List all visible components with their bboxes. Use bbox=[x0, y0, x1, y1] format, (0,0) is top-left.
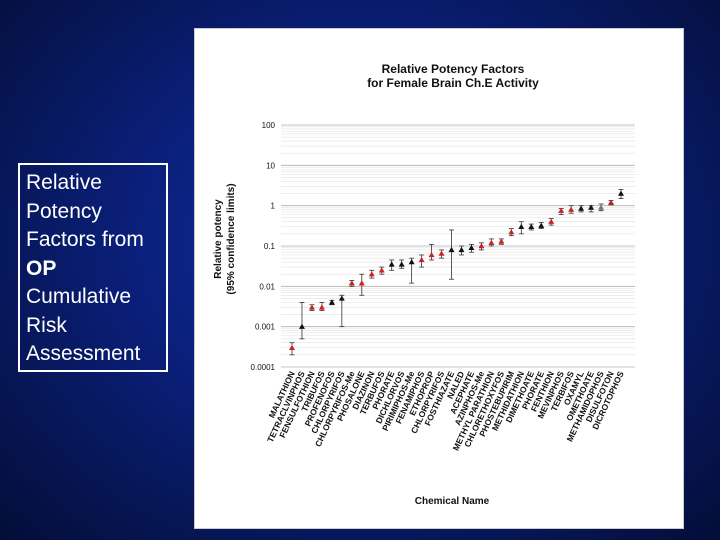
y-tick-label: 10 bbox=[266, 161, 275, 170]
data-point bbox=[418, 254, 425, 268]
point-marker bbox=[289, 344, 295, 350]
chart-subtitle: for Female Brain Ch.E Activity bbox=[367, 76, 539, 90]
y-tick-label: 0.1 bbox=[264, 242, 276, 251]
data-point bbox=[478, 242, 485, 251]
point-marker bbox=[438, 250, 445, 256]
slide-title-box: Relative Potency Factors from OP Cumulat… bbox=[18, 163, 168, 372]
data-point bbox=[348, 280, 355, 287]
grid-lines bbox=[281, 124, 635, 368]
x-category-labels: MALATHIONTETRACLVINPHOSFENSULFOTHIONTRIB… bbox=[265, 369, 626, 452]
data-point bbox=[388, 259, 395, 271]
data-point bbox=[318, 301, 325, 312]
y-tick-label: 0.01 bbox=[259, 282, 275, 291]
data-point bbox=[328, 299, 335, 306]
point-marker bbox=[538, 222, 545, 228]
chart-figure: Relative Potency Factors for Female Brai… bbox=[194, 28, 684, 529]
data-point bbox=[338, 294, 345, 328]
data-point bbox=[618, 189, 624, 199]
chart-title: Relative Potency Factors bbox=[382, 62, 525, 76]
point-marker bbox=[418, 256, 425, 263]
data-point bbox=[298, 301, 305, 340]
data-point bbox=[468, 243, 475, 253]
data-point bbox=[608, 199, 615, 206]
data-point bbox=[528, 223, 535, 231]
point-marker bbox=[588, 204, 595, 210]
data-point bbox=[408, 257, 415, 284]
point-marker bbox=[478, 243, 485, 249]
point-marker bbox=[568, 206, 575, 212]
data-point bbox=[598, 203, 605, 212]
point-marker bbox=[338, 295, 345, 301]
point-marker bbox=[308, 304, 315, 310]
point-marker bbox=[448, 246, 455, 253]
y-tick-label: 1 bbox=[271, 202, 276, 211]
y-tick-label: 0.001 bbox=[255, 323, 276, 332]
point-marker bbox=[408, 259, 415, 265]
data-point bbox=[308, 304, 315, 312]
point-marker bbox=[348, 280, 355, 286]
point-marker bbox=[488, 239, 495, 246]
data-point bbox=[358, 273, 365, 296]
y-tick-labels: 0.0001 0.001 0.01 0.1 1 10 100 bbox=[251, 121, 276, 372]
data-points bbox=[289, 189, 624, 356]
data-point bbox=[508, 228, 515, 237]
data-point bbox=[448, 229, 455, 280]
data-point bbox=[378, 266, 385, 275]
point-marker bbox=[558, 207, 565, 213]
point-marker bbox=[618, 190, 624, 196]
point-marker bbox=[378, 267, 385, 273]
point-marker bbox=[398, 261, 405, 267]
point-marker bbox=[458, 246, 465, 253]
point-marker bbox=[518, 223, 525, 229]
point-marker bbox=[498, 238, 505, 244]
x-axis-label: Chemical Name bbox=[415, 496, 490, 507]
chart-svg: Relative Potency Factors for Female Brai… bbox=[213, 62, 635, 507]
point-marker bbox=[528, 223, 535, 229]
data-point bbox=[428, 243, 435, 261]
point-marker bbox=[608, 199, 615, 205]
data-point bbox=[558, 207, 565, 216]
data-point bbox=[568, 205, 575, 214]
point-marker bbox=[318, 304, 325, 310]
data-point bbox=[538, 222, 545, 230]
point-marker bbox=[368, 271, 375, 277]
data-point bbox=[289, 342, 295, 356]
y-axis-label-2: (95% confidence limits) bbox=[226, 183, 237, 294]
point-marker bbox=[298, 323, 305, 329]
data-point bbox=[548, 218, 555, 226]
point-marker bbox=[328, 299, 335, 305]
slide-title-line: Potency bbox=[26, 199, 102, 223]
data-point bbox=[458, 245, 465, 256]
point-marker bbox=[358, 280, 365, 286]
data-point bbox=[438, 249, 445, 259]
slide-title-line: Assessment bbox=[26, 342, 141, 365]
data-point bbox=[518, 221, 525, 235]
point-marker bbox=[598, 204, 605, 210]
point-marker bbox=[508, 229, 515, 235]
data-point bbox=[488, 238, 495, 247]
data-point bbox=[578, 205, 585, 213]
slide-title-line: Risk bbox=[26, 313, 67, 337]
data-point bbox=[368, 269, 375, 279]
point-marker bbox=[548, 218, 555, 224]
point-marker bbox=[388, 261, 395, 267]
slide-title-line: OP bbox=[26, 256, 57, 280]
point-marker bbox=[468, 244, 475, 251]
point-marker bbox=[578, 205, 585, 211]
y-tick-label: 100 bbox=[262, 121, 276, 130]
point-marker bbox=[428, 251, 435, 258]
slide-title-line: Relative bbox=[26, 171, 102, 194]
data-point bbox=[498, 238, 505, 245]
data-point bbox=[398, 259, 405, 269]
slide-title-line: Factors from bbox=[26, 228, 144, 251]
y-axis-label: Relative potency bbox=[213, 199, 224, 279]
slide-title-line: Cumulative bbox=[26, 285, 132, 308]
y-tick-label: 0.0001 bbox=[251, 363, 276, 372]
data-point bbox=[588, 204, 595, 213]
